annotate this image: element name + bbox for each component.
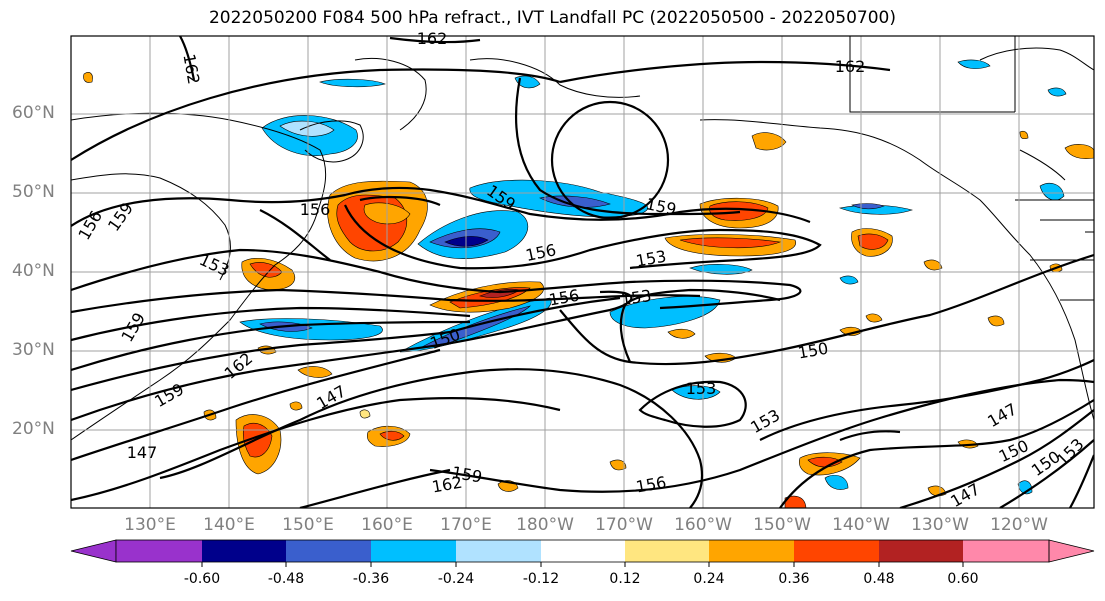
colorbar-tick-label: 0.36 — [778, 571, 810, 587]
colorbar-tick-label: -0.24 — [437, 571, 475, 587]
lat-label: 60°N — [12, 103, 55, 123]
colorbar-tick-label: -0.48 — [267, 571, 305, 587]
lat-label: 40°N — [12, 261, 55, 281]
colorbar — [70, 539, 1095, 567]
contour-label: 147 — [127, 443, 158, 462]
colorbar-extend-high — [1048, 539, 1095, 563]
graticule — [71, 36, 1094, 508]
colorbar-segment — [794, 540, 879, 562]
colorbar-tick-label: 0.12 — [609, 571, 641, 587]
colorbar-frame — [115, 539, 1050, 563]
contour-label: 153 — [620, 286, 653, 309]
colorbar-segment — [625, 540, 709, 562]
colorbar-tick-label: 0.48 — [863, 571, 895, 587]
colorbar-segment — [963, 540, 1049, 562]
colorbar-segment — [541, 540, 625, 562]
lon-label: 170°W — [595, 515, 653, 535]
colorbar-segment — [286, 540, 371, 562]
contour-label: 153 — [686, 379, 717, 398]
lon-label: 140°W — [832, 515, 890, 535]
map-title: 2022050200 F084 500 hPa refract., IVT La… — [208, 8, 896, 28]
colorbar-segment — [202, 540, 286, 562]
colorbar-extend-low — [70, 539, 117, 563]
colorbar-segment — [879, 540, 963, 562]
lat-label: 30°N — [12, 340, 55, 360]
colorbar-segment — [709, 540, 794, 562]
colorbar-tick-label: -0.12 — [522, 571, 560, 587]
lon-label: 130°E — [124, 515, 176, 535]
colorbar-segment — [116, 540, 202, 562]
colorbar-segment — [456, 540, 541, 562]
refractivity-negative-areas — [239, 59, 1067, 495]
lon-label: 170°E — [440, 515, 492, 535]
lon-label: 160°W — [674, 515, 732, 535]
map-frame — [70, 35, 1095, 509]
colorbar-tick-label: 0.24 — [693, 571, 725, 587]
lat-label: 50°N — [12, 182, 55, 202]
lon-label: 120°W — [990, 515, 1048, 535]
contour-label: 162 — [835, 57, 866, 76]
coastlines — [71, 36, 1094, 441]
lon-label: 140°E — [203, 515, 255, 535]
contour-label: 162 — [417, 29, 448, 48]
colorbar-tick-label: -0.60 — [183, 571, 221, 587]
colorbar-tick-label: -0.36 — [352, 571, 390, 587]
lon-label: 150°W — [753, 515, 811, 535]
lat-label: 20°N — [12, 419, 55, 439]
colorbar-tick-label: 0.60 — [947, 571, 979, 587]
refractivity-positive-areas — [83, 72, 1094, 508]
lon-label: 150°E — [282, 515, 334, 535]
lon-label: 130°W — [911, 515, 969, 535]
lon-label: 180°W — [516, 515, 574, 535]
height-contours — [71, 36, 1094, 508]
contour-label: 156 — [300, 200, 331, 219]
lon-label: 160°E — [361, 515, 413, 535]
colorbar-segment — [371, 540, 456, 562]
